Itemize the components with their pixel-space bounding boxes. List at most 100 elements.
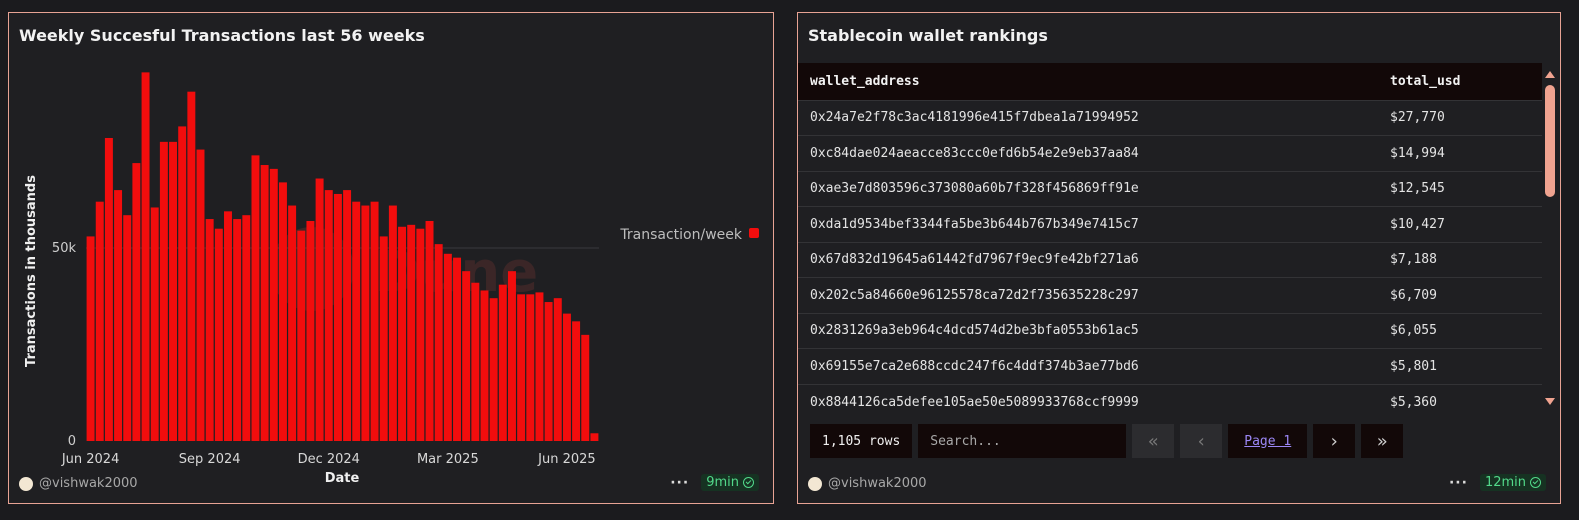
bar[interactable] (297, 230, 306, 441)
table-row[interactable]: 0xda1d9534bef3344fa5be3b644b767b349e7415… (798, 206, 1542, 243)
bar[interactable] (269, 168, 278, 441)
refresh-time: 12min (1484, 475, 1526, 490)
prev-page-button[interactable]: ‹ (1180, 424, 1223, 458)
table-row[interactable]: 0x2831269a3eb964c4dcd574d2be3bfa0553b61a… (798, 313, 1542, 349)
avatar[interactable] (19, 476, 33, 491)
refresh-badge[interactable]: 12min (1479, 474, 1546, 491)
table-scroll-area[interactable]: wallet_address total_usd 0x24a7e2f78c3ac… (798, 63, 1542, 415)
table-row[interactable]: 0x69155e7ca2e688ccdc247f6c4ddf374b3ae77b… (798, 348, 1542, 385)
bar[interactable] (398, 226, 407, 441)
first-page-button[interactable]: « (1132, 424, 1175, 458)
bar[interactable] (507, 271, 516, 441)
scroll-up-icon[interactable] (1545, 71, 1555, 78)
bar[interactable] (187, 91, 196, 442)
column-header-wallet-address[interactable]: wallet_address (810, 73, 920, 89)
bar[interactable] (526, 294, 535, 441)
bar[interactable] (159, 141, 168, 441)
bar[interactable] (278, 182, 287, 441)
bar[interactable] (498, 284, 507, 441)
bar[interactable] (489, 298, 498, 441)
total-usd-cell: $6,709 (1390, 287, 1437, 303)
avatar[interactable] (808, 476, 822, 491)
bar[interactable] (95, 201, 104, 441)
last-page-button[interactable]: » (1361, 424, 1404, 458)
table-row[interactable]: 0x67d832d19645a61442fd7967f9ec9fe42bf271… (798, 242, 1542, 278)
search-input[interactable] (918, 424, 1127, 458)
bar[interactable] (553, 298, 562, 441)
bar[interactable] (196, 149, 205, 441)
bar[interactable] (306, 220, 315, 441)
wallet-address-cell: 0x24a7e2f78c3ac4181996e415f7dbea1a719949… (810, 110, 1139, 126)
table-row[interactable]: 0x202c5a84660e96125578ca72d2f735635228c2… (798, 277, 1542, 314)
bar[interactable] (544, 302, 553, 441)
wallet-address-cell: 0xda1d9534bef3344fa5be3b644b767b349e7415… (810, 216, 1139, 232)
bar[interactable] (251, 155, 260, 442)
wallet-address-cell: 0x69155e7ca2e688ccdc247f6c4ddf374b3ae77b… (810, 358, 1139, 374)
table-row[interactable]: 0x24a7e2f78c3ac4181996e415f7dbea1a719949… (798, 100, 1542, 136)
more-menu-icon[interactable]: ··· (1448, 474, 1468, 491)
next-page-button[interactable]: › (1313, 424, 1356, 458)
bar[interactable] (343, 190, 352, 441)
bar[interactable] (104, 137, 113, 441)
bar[interactable] (333, 193, 342, 441)
bar[interactable] (590, 433, 599, 441)
table-row[interactable]: 0xae3e7d803596c373080a60b7f328f456869ff9… (798, 171, 1542, 207)
bar[interactable] (242, 215, 251, 441)
bar[interactable] (471, 282, 480, 441)
refresh-badge[interactable]: 9min (701, 474, 759, 491)
total-usd-cell: $6,055 (1390, 323, 1437, 339)
vertical-scrollbar[interactable] (1544, 69, 1556, 405)
table-controls: 1,105 rows « ‹ Page 1 › » (810, 424, 1404, 458)
x-tick-label: Dec 2024 (298, 452, 360, 467)
bar[interactable] (480, 290, 489, 441)
x-tick-label: Jun 2025 (537, 452, 596, 467)
bar[interactable] (205, 219, 214, 441)
bar[interactable] (462, 271, 471, 441)
bar[interactable] (388, 205, 397, 441)
bar[interactable] (178, 126, 187, 441)
bar[interactable] (370, 201, 379, 441)
bar[interactable] (361, 205, 370, 441)
more-menu-icon[interactable]: ··· (670, 474, 690, 491)
page-indicator[interactable]: Page 1 (1228, 424, 1308, 458)
wallet-address-cell: 0x2831269a3eb964c4dcd574d2be3bfa0553b61a… (810, 323, 1139, 339)
bar[interactable] (315, 178, 324, 441)
bar[interactable] (114, 190, 123, 441)
bar[interactable] (453, 257, 461, 441)
refresh-time: 9min (706, 475, 739, 490)
bar[interactable] (535, 292, 544, 441)
bar[interactable] (141, 72, 150, 441)
bar[interactable] (379, 236, 388, 441)
bar[interactable] (123, 215, 132, 441)
bar[interactable] (132, 163, 141, 441)
scrollbar-thumb[interactable] (1545, 85, 1555, 197)
bar[interactable] (288, 205, 297, 441)
bar[interactable] (260, 165, 269, 441)
bar[interactable] (562, 313, 571, 441)
bar[interactable] (581, 334, 590, 441)
bar[interactable] (572, 321, 581, 441)
bar[interactable] (407, 224, 416, 441)
bar[interactable] (443, 253, 452, 441)
bar[interactable] (150, 207, 159, 441)
bar[interactable] (352, 201, 361, 441)
bar[interactable] (233, 219, 242, 441)
bar[interactable] (416, 228, 425, 441)
bar[interactable] (425, 220, 434, 441)
table-row[interactable]: 0x8844126ca5defee105ae50e5089933768ccf99… (798, 384, 1542, 415)
scroll-down-icon[interactable] (1545, 398, 1555, 405)
bar[interactable] (324, 190, 333, 441)
author-link[interactable]: @vishwak2000 (39, 476, 138, 491)
bar[interactable] (86, 236, 95, 441)
bar[interactable] (224, 211, 232, 441)
legend-label[interactable]: Transaction/week (619, 227, 742, 243)
rows-count: 1,105 rows (810, 424, 913, 458)
author-link[interactable]: @vishwak2000 (828, 476, 927, 491)
bar[interactable] (434, 244, 443, 441)
bar[interactable] (169, 141, 178, 441)
table-row[interactable]: 0xc84dae024aeacce83ccc0efd6b54e2e9eb37aa… (798, 135, 1542, 172)
bar[interactable] (517, 294, 526, 441)
bar[interactable] (214, 228, 223, 441)
column-header-total-usd[interactable]: total_usd (1390, 73, 1461, 89)
